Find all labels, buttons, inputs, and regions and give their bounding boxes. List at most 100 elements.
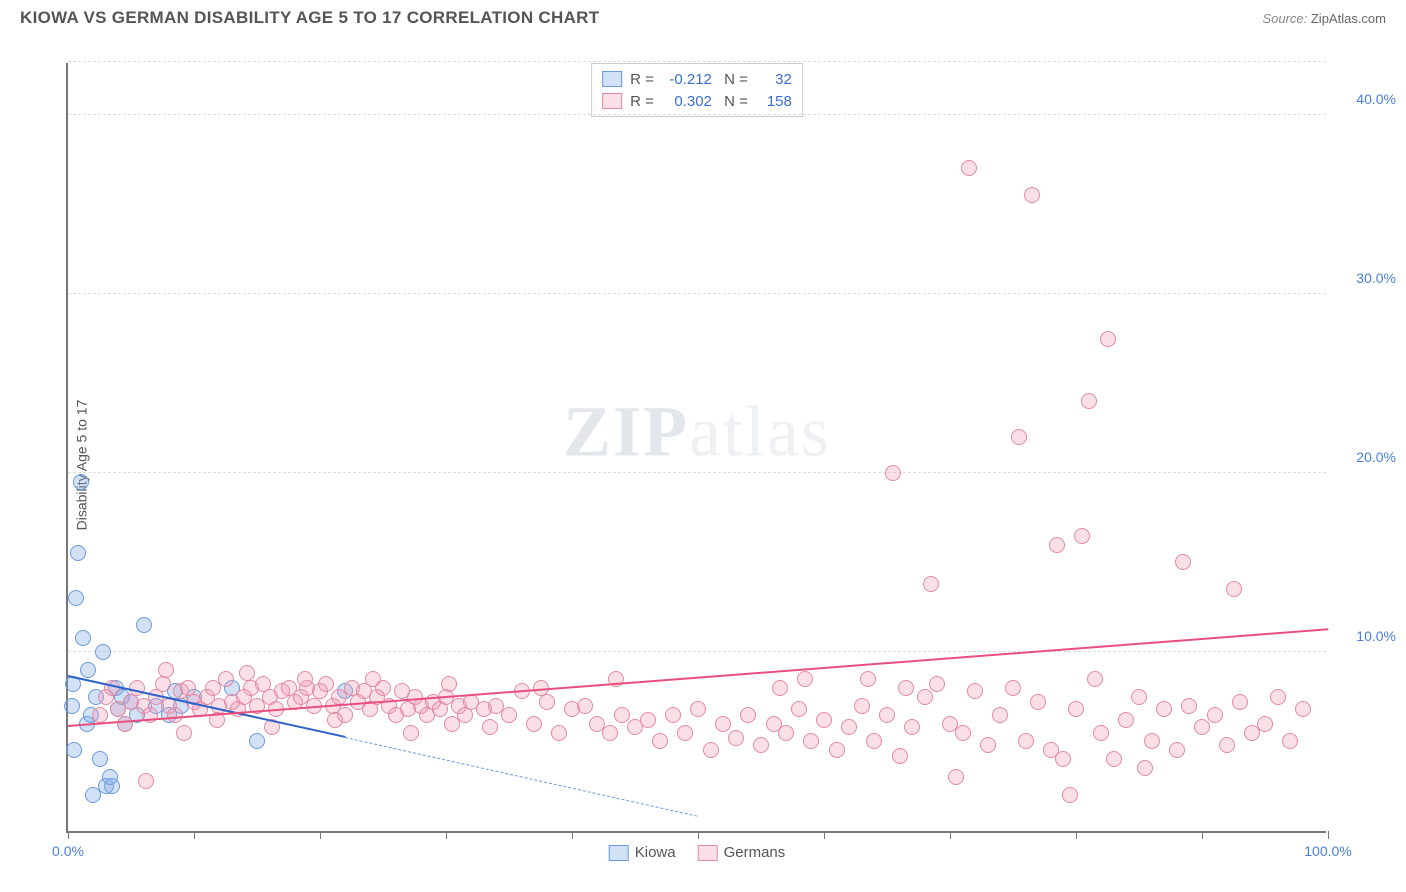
data-point bbox=[772, 680, 788, 696]
data-point bbox=[1257, 716, 1273, 732]
data-point bbox=[1226, 581, 1242, 597]
data-point bbox=[158, 662, 174, 678]
data-point bbox=[1024, 187, 1040, 203]
legend-r-value: -0.212 bbox=[662, 71, 712, 88]
watermark-atlas: atlas bbox=[689, 391, 831, 471]
trend-line bbox=[345, 737, 698, 817]
x-tick bbox=[194, 831, 195, 839]
legend-corr-row: R =-0.212 N =32 bbox=[602, 68, 792, 90]
x-tick bbox=[1328, 831, 1329, 839]
data-point bbox=[403, 725, 419, 741]
data-point bbox=[176, 725, 192, 741]
data-point bbox=[816, 712, 832, 728]
data-point bbox=[1282, 733, 1298, 749]
data-point bbox=[501, 707, 517, 723]
data-point bbox=[1219, 737, 1235, 753]
legend-swatch bbox=[698, 845, 718, 861]
data-point bbox=[778, 725, 794, 741]
x-tick-label: 0.0% bbox=[52, 843, 84, 859]
legend-n-value: 158 bbox=[756, 93, 792, 110]
data-point bbox=[1018, 733, 1034, 749]
data-point bbox=[677, 725, 693, 741]
x-tick bbox=[824, 831, 825, 839]
data-point bbox=[95, 644, 111, 660]
data-point bbox=[640, 712, 656, 728]
data-point bbox=[365, 671, 381, 687]
gridline bbox=[68, 651, 1326, 652]
data-point bbox=[892, 748, 908, 764]
data-point bbox=[1207, 707, 1223, 723]
data-point bbox=[898, 680, 914, 696]
x-tick bbox=[572, 831, 573, 839]
data-point bbox=[1131, 689, 1147, 705]
data-point bbox=[68, 590, 84, 606]
data-point bbox=[1068, 701, 1084, 717]
x-tick bbox=[1076, 831, 1077, 839]
x-tick bbox=[698, 831, 699, 839]
legend-n-label: N = bbox=[720, 93, 748, 110]
data-point bbox=[526, 716, 542, 732]
data-point bbox=[80, 662, 96, 678]
legend-swatch bbox=[602, 93, 622, 109]
data-point bbox=[703, 742, 719, 758]
data-point bbox=[1081, 393, 1097, 409]
legend-r-value: 0.302 bbox=[662, 93, 712, 110]
data-point bbox=[841, 719, 857, 735]
data-point bbox=[690, 701, 706, 717]
data-point bbox=[218, 671, 234, 687]
data-point bbox=[482, 719, 498, 735]
chart-title: KIOWA VS GERMAN DISABILITY AGE 5 TO 17 C… bbox=[20, 8, 599, 28]
legend-item: Kiowa bbox=[609, 844, 676, 861]
data-point bbox=[1030, 694, 1046, 710]
watermark-zip: ZIP bbox=[563, 391, 689, 471]
data-point bbox=[980, 737, 996, 753]
data-point bbox=[66, 742, 82, 758]
data-point bbox=[728, 730, 744, 746]
data-point bbox=[961, 160, 977, 176]
data-point bbox=[70, 545, 86, 561]
data-point bbox=[92, 751, 108, 767]
data-point bbox=[441, 676, 457, 692]
data-point bbox=[1181, 698, 1197, 714]
data-point bbox=[803, 733, 819, 749]
data-point bbox=[791, 701, 807, 717]
data-point bbox=[1005, 680, 1021, 696]
data-point bbox=[1194, 719, 1210, 735]
data-point bbox=[1100, 331, 1116, 347]
chart-container: Disability Age 5 to 17 ZIPatlas R =-0.21… bbox=[20, 38, 1386, 892]
data-point bbox=[117, 716, 133, 732]
data-point bbox=[155, 676, 171, 692]
y-tick-label: 10.0% bbox=[1336, 628, 1396, 644]
x-tick bbox=[1202, 831, 1203, 839]
data-point bbox=[167, 707, 183, 723]
data-point bbox=[92, 707, 108, 723]
chart-source: Source: ZipAtlas.com bbox=[1262, 11, 1386, 26]
series-legend: Kiowa Germans bbox=[609, 844, 786, 861]
legend-label: Kiowa bbox=[635, 844, 676, 861]
data-point bbox=[740, 707, 756, 723]
legend-label: Germans bbox=[724, 844, 786, 861]
data-point bbox=[1175, 554, 1191, 570]
legend-swatch bbox=[609, 845, 629, 861]
data-point bbox=[297, 671, 313, 687]
plot-area: ZIPatlas R =-0.212 N =32R =0.302 N =158 … bbox=[66, 63, 1326, 833]
legend-corr-row: R =0.302 N =158 bbox=[602, 90, 792, 112]
data-point bbox=[904, 719, 920, 735]
data-point bbox=[318, 676, 334, 692]
legend-item: Germans bbox=[698, 844, 786, 861]
chart-header: KIOWA VS GERMAN DISABILITY AGE 5 TO 17 C… bbox=[0, 0, 1406, 34]
x-tick bbox=[68, 831, 69, 839]
data-point bbox=[1074, 528, 1090, 544]
data-point bbox=[73, 474, 89, 490]
data-point bbox=[829, 742, 845, 758]
data-point bbox=[929, 676, 945, 692]
data-point bbox=[75, 630, 91, 646]
data-point bbox=[1093, 725, 1109, 741]
data-point bbox=[860, 671, 876, 687]
data-point bbox=[249, 733, 265, 749]
data-point bbox=[539, 694, 555, 710]
data-point bbox=[1106, 751, 1122, 767]
gridline bbox=[68, 472, 1326, 473]
gridline bbox=[68, 61, 1326, 62]
data-point bbox=[1295, 701, 1311, 717]
